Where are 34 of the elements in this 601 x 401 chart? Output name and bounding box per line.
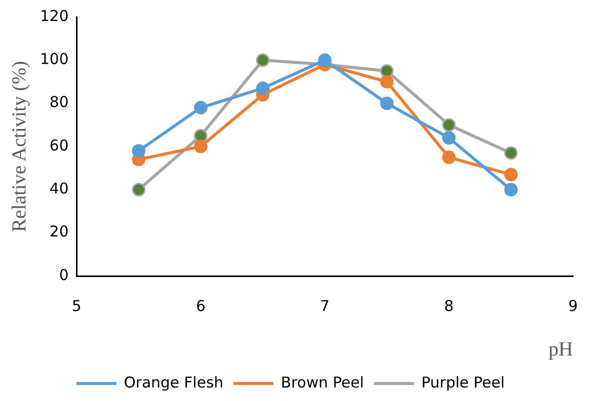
point: [194, 128, 208, 142]
y-tick-label: 20: [50, 222, 69, 241]
legend-label: Purple Peel: [421, 373, 505, 392]
point: [442, 150, 456, 164]
legend-label: Brown Peel: [280, 373, 364, 392]
point: [132, 144, 146, 158]
point: [318, 53, 332, 67]
y-tick-label: 80: [50, 93, 69, 112]
x-tick-label: 6: [196, 296, 206, 315]
x-tick-label: 7: [320, 296, 330, 315]
point: [442, 118, 456, 132]
x-tick-label: 9: [568, 296, 578, 315]
legend-label: Orange Flesh: [124, 373, 224, 392]
y-tick-label: 120: [40, 6, 69, 25]
point: [380, 64, 394, 78]
x-tick-label: 8: [444, 296, 454, 315]
point: [504, 146, 518, 160]
point: [380, 75, 394, 88]
point: [442, 131, 456, 145]
y-tick-label: 0: [59, 266, 69, 284]
y-tick-label: 100: [40, 50, 69, 68]
point: [132, 182, 146, 196]
y-tick-label: 60: [50, 136, 69, 154]
y-axis-title: Relative Activity (%): [8, 60, 30, 232]
point: [380, 96, 394, 110]
x-axis-title: pH: [548, 338, 573, 360]
point: [256, 81, 270, 95]
y-tick-label: 40: [50, 180, 69, 198]
point: [504, 168, 518, 182]
x-tick-label: 5: [72, 296, 82, 315]
point: [504, 182, 518, 196]
point: [256, 53, 270, 67]
point: [194, 140, 208, 154]
point: [194, 100, 208, 114]
